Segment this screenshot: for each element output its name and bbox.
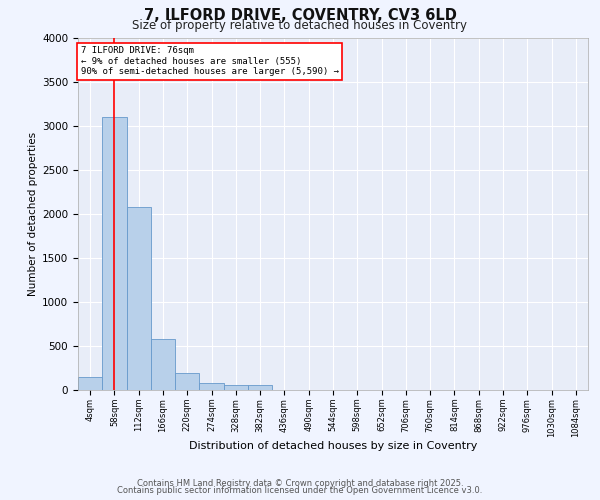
Text: Contains HM Land Registry data © Crown copyright and database right 2025.: Contains HM Land Registry data © Crown c…	[137, 478, 463, 488]
Y-axis label: Number of detached properties: Number of detached properties	[28, 132, 38, 296]
Text: Size of property relative to detached houses in Coventry: Size of property relative to detached ho…	[133, 18, 467, 32]
Bar	[127, 206, 151, 390]
Bar	[199, 382, 224, 390]
Text: 7, ILFORD DRIVE, COVENTRY, CV3 6LD: 7, ILFORD DRIVE, COVENTRY, CV3 6LD	[143, 8, 457, 22]
Bar	[102, 117, 127, 390]
Bar	[224, 384, 248, 390]
Text: 7 ILFORD DRIVE: 76sqm
← 9% of detached houses are smaller (555)
90% of semi-deta: 7 ILFORD DRIVE: 76sqm ← 9% of detached h…	[80, 46, 338, 76]
Bar	[151, 340, 175, 390]
Text: Contains public sector information licensed under the Open Government Licence v3: Contains public sector information licen…	[118, 486, 482, 495]
Bar	[175, 373, 199, 390]
X-axis label: Distribution of detached houses by size in Coventry: Distribution of detached houses by size …	[189, 441, 477, 451]
Bar	[248, 385, 272, 390]
Bar	[78, 377, 102, 390]
